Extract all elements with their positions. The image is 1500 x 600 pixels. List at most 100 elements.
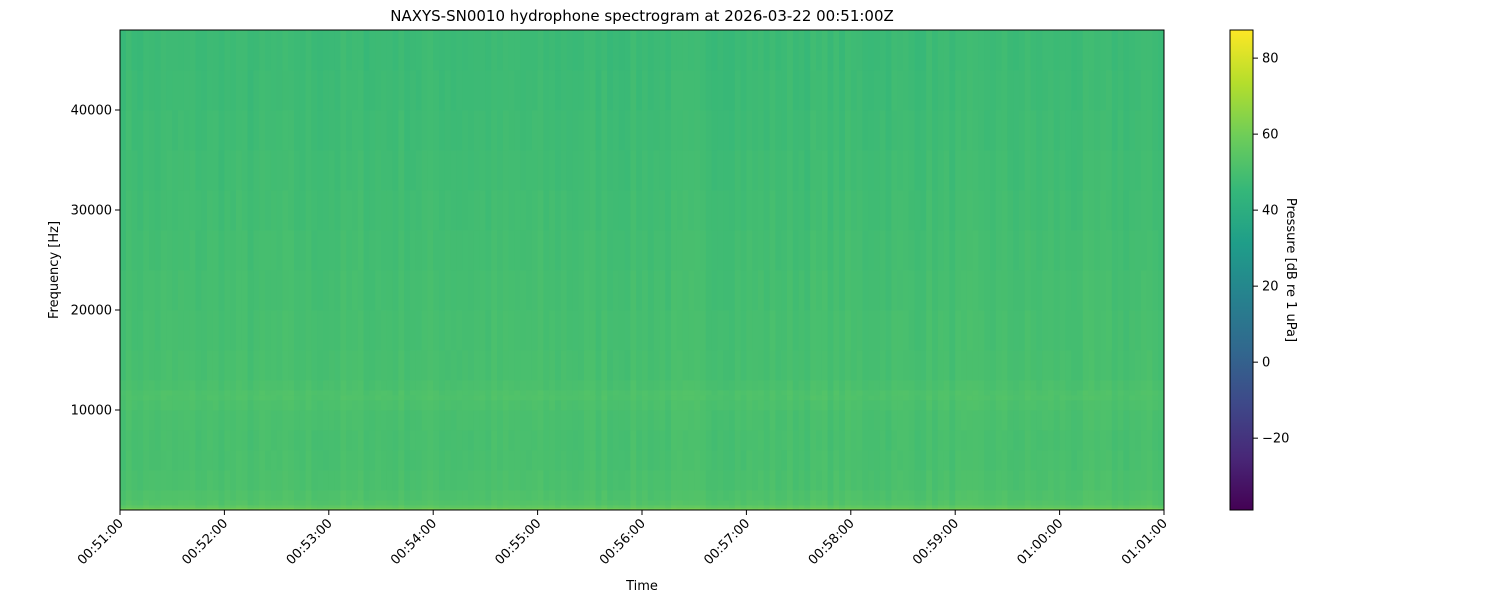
heatmap-cell bbox=[781, 310, 788, 351]
heatmap-cell bbox=[995, 470, 1002, 491]
heatmap-cell bbox=[694, 390, 701, 396]
heatmap-cell bbox=[468, 350, 475, 381]
heatmap-cell bbox=[236, 70, 243, 111]
heatmap-cell bbox=[178, 490, 185, 501]
heatmap-cell bbox=[288, 150, 295, 191]
heatmap-cell bbox=[381, 150, 388, 191]
heatmap-cell bbox=[1106, 450, 1113, 471]
heatmap-cell bbox=[259, 450, 266, 471]
heatmap-cell bbox=[131, 400, 138, 411]
heatmap-cell bbox=[584, 310, 591, 351]
heatmap-cell bbox=[1088, 395, 1095, 401]
heatmap-cell bbox=[874, 400, 881, 411]
heatmap-cell bbox=[578, 150, 585, 191]
heatmap-cell bbox=[856, 70, 863, 111]
heatmap-cell bbox=[1140, 270, 1147, 311]
heatmap-cell bbox=[288, 505, 295, 508]
heatmap-cell bbox=[1135, 507, 1142, 511]
heatmap-cell bbox=[769, 30, 776, 71]
heatmap-cell bbox=[647, 450, 654, 471]
heatmap-cell bbox=[218, 507, 225, 511]
heatmap-cell bbox=[369, 150, 376, 191]
heatmap-cell bbox=[775, 470, 782, 491]
heatmap-cell bbox=[630, 110, 637, 151]
heatmap-cell bbox=[682, 350, 689, 381]
heatmap-cell bbox=[711, 230, 718, 271]
heatmap-cell bbox=[653, 270, 660, 311]
heatmap-cell bbox=[607, 395, 614, 401]
heatmap-cell bbox=[154, 310, 161, 351]
heatmap-cell bbox=[1001, 470, 1008, 491]
heatmap-cell bbox=[769, 400, 776, 411]
heatmap-cell bbox=[659, 380, 666, 391]
heatmap-cell bbox=[270, 310, 277, 351]
heatmap-cell bbox=[1152, 190, 1159, 231]
heatmap-cell bbox=[676, 270, 683, 311]
heatmap-cell bbox=[555, 30, 562, 71]
heatmap-cell bbox=[375, 500, 382, 506]
heatmap-cell bbox=[972, 505, 979, 508]
heatmap-cell bbox=[230, 490, 237, 501]
heatmap-cell bbox=[1152, 270, 1159, 311]
heatmap-cell bbox=[949, 470, 956, 491]
heatmap-cell bbox=[137, 310, 144, 351]
heatmap-cell bbox=[369, 380, 376, 391]
heatmap-cell bbox=[752, 410, 759, 431]
heatmap-cell bbox=[711, 505, 718, 508]
heatmap-cell bbox=[740, 30, 747, 71]
heatmap-cell bbox=[995, 380, 1002, 391]
heatmap-cell bbox=[978, 507, 985, 511]
heatmap-cell bbox=[711, 310, 718, 351]
heatmap-cell bbox=[926, 395, 933, 401]
heatmap-cell bbox=[392, 350, 399, 381]
heatmap-cell bbox=[1077, 470, 1084, 491]
heatmap-cell bbox=[630, 310, 637, 351]
heatmap-cell bbox=[607, 390, 614, 396]
heatmap-cell bbox=[839, 310, 846, 351]
heatmap-cell bbox=[201, 380, 208, 391]
heatmap-cell bbox=[653, 190, 660, 231]
heatmap-cell bbox=[1123, 390, 1130, 396]
heatmap-cell bbox=[1135, 470, 1142, 491]
heatmap-cell bbox=[497, 400, 504, 411]
heatmap-cell bbox=[120, 505, 127, 508]
heatmap-cell bbox=[676, 70, 683, 111]
heatmap-cell bbox=[1100, 230, 1107, 271]
heatmap-cell bbox=[804, 505, 811, 508]
heatmap-cell bbox=[392, 270, 399, 311]
heatmap-cell bbox=[456, 500, 463, 506]
heatmap-cell bbox=[1071, 30, 1078, 71]
heatmap-cell bbox=[624, 400, 631, 411]
heatmap-cell bbox=[995, 30, 1002, 71]
heatmap-cell bbox=[700, 507, 707, 511]
heatmap-cell bbox=[787, 110, 794, 151]
heatmap-cell bbox=[845, 150, 852, 191]
heatmap-cell bbox=[1111, 505, 1118, 508]
heatmap-cell bbox=[137, 410, 144, 431]
heatmap-cell bbox=[694, 430, 701, 451]
heatmap-cell bbox=[572, 150, 579, 191]
heatmap-cell bbox=[230, 507, 237, 511]
heatmap-cell bbox=[439, 110, 446, 151]
heatmap-cell bbox=[317, 70, 324, 111]
heatmap-cell bbox=[502, 30, 509, 71]
heatmap-cell bbox=[299, 70, 306, 111]
heatmap-cell bbox=[758, 310, 765, 351]
heatmap-cell bbox=[1001, 500, 1008, 506]
heatmap-cell bbox=[183, 430, 190, 451]
heatmap-cell bbox=[787, 490, 794, 501]
heatmap-cell bbox=[305, 395, 312, 401]
heatmap-cell bbox=[317, 30, 324, 71]
heatmap-cell bbox=[943, 430, 950, 451]
heatmap-cell bbox=[607, 400, 614, 411]
heatmap-cell bbox=[937, 30, 944, 71]
heatmap-cell bbox=[589, 350, 596, 381]
heatmap-cell bbox=[357, 190, 364, 231]
heatmap-cell bbox=[694, 230, 701, 271]
heatmap-cell bbox=[1100, 190, 1107, 231]
heatmap-cell bbox=[787, 230, 794, 271]
heatmap-cell bbox=[868, 230, 875, 271]
heatmap-cell bbox=[694, 270, 701, 311]
heatmap-cell bbox=[131, 490, 138, 501]
heatmap-cell bbox=[160, 500, 167, 506]
